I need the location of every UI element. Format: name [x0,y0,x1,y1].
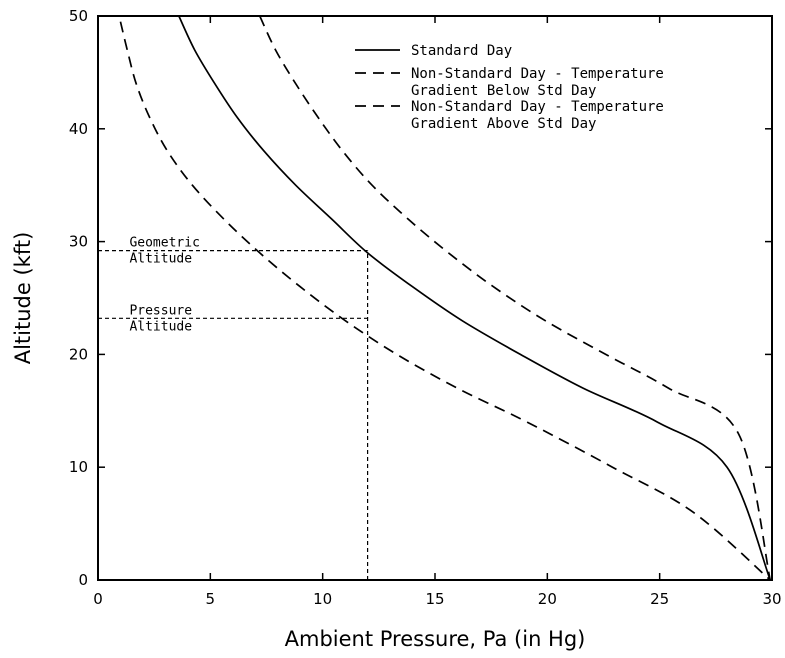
annotation-label: Geometric [129,236,199,251]
x-axis: 0 5 10 15 20 25 30 [93,16,782,608]
y-tick-label: 30 [69,233,88,251]
x-tick-label: 30 [762,590,781,608]
x-tick-label: 0 [93,590,103,608]
legend-label: Non-Standard Day - Temperature [411,99,664,115]
legend-label: Gradient Above Std Day [411,116,596,132]
x-tick-label: 5 [206,590,216,608]
annotation-label: Altitude [129,319,192,334]
annotation-label: Altitude [129,252,192,267]
annotation-label: Pressure [129,303,192,318]
x-tick-label: 15 [425,590,444,608]
legend-label: Non-Standard Day - Temperature [411,66,664,82]
x-axis-title: Ambient Pressure, Pa (in Hg) [285,627,586,651]
series-line-1 [119,21,771,580]
series-line-2 [258,16,772,580]
y-tick-label: 0 [78,571,88,589]
series-lines [119,16,772,580]
y-axis: 0 10 20 30 40 50 [69,7,772,589]
y-axis-title: Altitude (kft) [11,232,35,365]
legend-label: Standard Day [411,43,512,59]
series-line-0 [178,16,771,580]
y-tick-label: 50 [69,7,88,25]
legend: Standard Day Non-Standard Day - Temperatu… [355,43,664,132]
x-tick-label: 10 [313,590,332,608]
y-tick-label: 40 [69,120,88,138]
reference-lines [98,250,369,580]
x-tick-label: 25 [650,590,669,608]
x-tick-label: 20 [538,590,557,608]
legend-label: Gradient Below Std Day [411,83,596,99]
y-tick-label: 10 [69,458,88,476]
y-tick-label: 20 [69,345,88,363]
